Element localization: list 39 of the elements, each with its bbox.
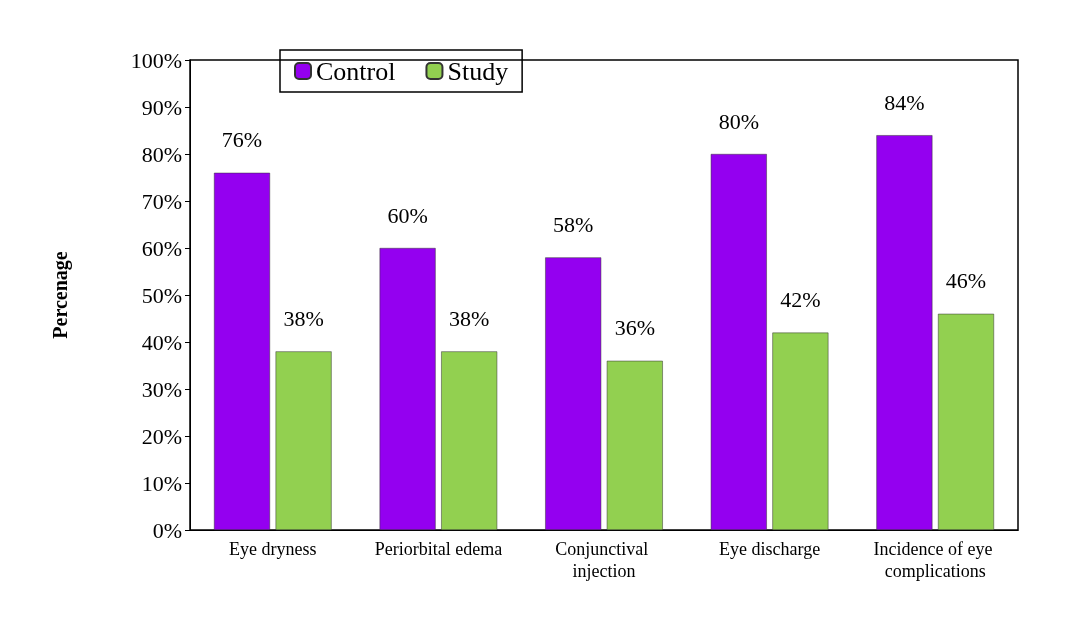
x-tick-label: Conjunctival injection	[555, 539, 653, 581]
x-tick-label: Eye discharge	[719, 539, 821, 559]
data-label: 42%	[780, 287, 821, 313]
x-tick-label: Incidence of eye complications	[873, 539, 997, 581]
bar	[214, 172, 270, 530]
data-label: 58%	[553, 211, 594, 237]
y-tick-label: 90%	[141, 94, 182, 120]
bar	[710, 154, 767, 530]
data-label: 38%	[449, 305, 490, 331]
y-tick-label: 0%	[152, 517, 182, 543]
y-tick-label: 10%	[141, 470, 182, 496]
bar	[545, 257, 602, 530]
y-tick-label: 20%	[141, 423, 182, 449]
data-label: 60%	[387, 202, 428, 228]
data-label: 36%	[614, 315, 655, 341]
x-tick-label: Periorbital edema	[374, 539, 503, 559]
data-label: 76%	[221, 127, 263, 153]
x-tick-label: Eye dryness	[229, 539, 317, 559]
bar	[772, 332, 829, 530]
y-tick-label: 70%	[141, 188, 182, 214]
bar	[606, 360, 663, 530]
data-label: 80%	[718, 108, 759, 134]
y-tick-label: 80%	[141, 141, 182, 167]
y-tick-label: 40%	[141, 329, 182, 355]
bar	[275, 351, 332, 530]
y-tick-label: 30%	[141, 376, 182, 402]
data-label: 46%	[945, 268, 987, 294]
data-label: 84%	[884, 89, 925, 115]
bar	[379, 248, 436, 530]
legend-label: Study	[447, 56, 509, 86]
bar	[441, 351, 498, 530]
legend-label: Control	[316, 56, 396, 86]
y-tick-label: 100%	[130, 47, 182, 73]
y-tick-label: 60%	[141, 235, 182, 261]
y-axis-title: Percenage	[49, 251, 72, 339]
bar	[938, 313, 994, 530]
bar	[876, 135, 933, 530]
y-tick-label: 50%	[141, 282, 182, 308]
data-label: 38%	[283, 305, 324, 331]
